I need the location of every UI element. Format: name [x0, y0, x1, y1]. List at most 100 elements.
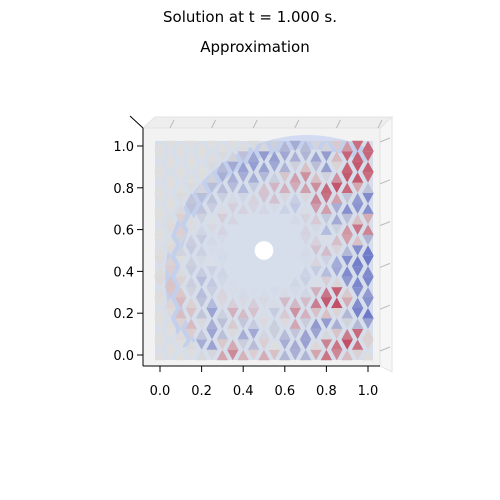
mesh-cell [175, 328, 187, 340]
mesh-cell [247, 266, 260, 277]
mesh-cell [237, 318, 249, 329]
mesh-cell [331, 266, 343, 277]
mesh-cell [216, 151, 229, 162]
mesh-cell [227, 245, 239, 256]
mesh-cell [279, 276, 291, 288]
mesh-cell [351, 234, 364, 246]
mesh-cell [310, 349, 322, 361]
mesh-cell [237, 349, 249, 361]
mesh-cell [320, 255, 333, 267]
mesh-cell [195, 182, 208, 194]
mesh-cell [206, 339, 218, 350]
mesh-cell [206, 193, 218, 204]
mesh-cell [175, 172, 187, 183]
mesh-cell [268, 203, 281, 214]
mesh-cell [216, 328, 229, 340]
mesh-cell [185, 318, 197, 329]
mesh-cell [237, 140, 249, 152]
mesh-cell [175, 307, 187, 319]
mesh-cell [310, 182, 322, 194]
mesh-cell [237, 276, 249, 288]
y-gridline-stub [379, 179, 391, 185]
mesh-cell [268, 339, 281, 350]
mesh-cell [247, 307, 260, 319]
mesh-cell [331, 151, 343, 162]
mesh-cell [237, 224, 249, 235]
mesh-cell [164, 182, 177, 194]
mesh-cell [362, 276, 374, 288]
mesh-cell [320, 203, 333, 214]
mesh-cell [237, 245, 249, 256]
mesh-cell [331, 255, 343, 267]
mesh-cell [185, 255, 197, 267]
mesh-cell [227, 224, 239, 235]
mesh-cell [237, 297, 249, 308]
corner-edge [129, 115, 144, 129]
mesh-cell [351, 266, 364, 277]
y-gridline-stub [379, 262, 391, 268]
x-tick-label: 0.4 [233, 384, 254, 399]
mesh-cell [185, 234, 197, 246]
mesh-cell [185, 339, 197, 350]
mesh-cell [320, 245, 333, 256]
mesh-cell [299, 234, 312, 246]
mesh-cell [216, 140, 229, 152]
mesh-cell [341, 213, 353, 225]
mesh-cell [268, 151, 281, 162]
mesh-cell [310, 224, 322, 235]
mesh-cell [341, 193, 353, 204]
mesh-cell [268, 224, 281, 235]
mesh-cell [164, 245, 177, 256]
mesh-cell [216, 161, 229, 173]
mesh-cell [279, 140, 291, 152]
mesh-cell [310, 193, 322, 204]
mesh-cell [206, 255, 218, 267]
mesh-cell [247, 224, 260, 235]
mesh-cell [299, 151, 312, 162]
mesh-cell [206, 349, 218, 361]
mesh-cell [331, 245, 343, 256]
mesh-cell [154, 172, 166, 183]
mesh-cell [299, 349, 312, 361]
mesh-cell [320, 234, 333, 246]
mesh-cell [247, 276, 260, 288]
mesh-cell [331, 161, 343, 173]
mesh-cell [154, 140, 166, 152]
mesh-cell [268, 193, 281, 204]
x-gridline-stub [252, 119, 258, 129]
mesh-cell [362, 349, 374, 361]
mesh-cell [206, 297, 218, 308]
mesh-cell [299, 203, 312, 214]
mesh-cell [247, 349, 260, 361]
mesh-cell [362, 161, 374, 173]
mesh-cell [331, 203, 343, 214]
obstacle-hole [254, 241, 274, 260]
mesh-cell [258, 297, 270, 308]
mesh-cell [310, 339, 322, 350]
mesh-cell [227, 349, 239, 361]
mesh-cell [331, 276, 343, 288]
mesh-cell [279, 328, 291, 340]
mesh-cell [216, 318, 229, 329]
x-gridline-stub [377, 119, 383, 129]
mesh-cell [310, 213, 322, 225]
mesh-cell [227, 140, 239, 152]
mesh-cell [331, 213, 343, 225]
mesh-cell [247, 140, 260, 152]
mesh-cell [175, 287, 187, 298]
mesh-cell [362, 224, 374, 235]
mesh-cell [289, 245, 301, 256]
mesh-cell [279, 193, 291, 204]
mesh-cell [320, 151, 333, 162]
mesh-cell [351, 151, 364, 162]
mesh-cell [299, 328, 312, 340]
mesh-cell [351, 203, 364, 214]
mesh-cell [341, 245, 353, 256]
mesh-cell [258, 203, 270, 214]
mesh-cell [206, 266, 218, 277]
mesh-cell [175, 318, 187, 329]
mesh-cell [351, 224, 364, 235]
mesh-cell [195, 287, 208, 298]
tick-layer: 0.0 0.2 0.4 0.6 0.8 1.0 0.0 0.2 0.4 0.6 0.8 1.0 [113, 119, 391, 399]
x-tick-label: 1.0 [358, 384, 379, 399]
